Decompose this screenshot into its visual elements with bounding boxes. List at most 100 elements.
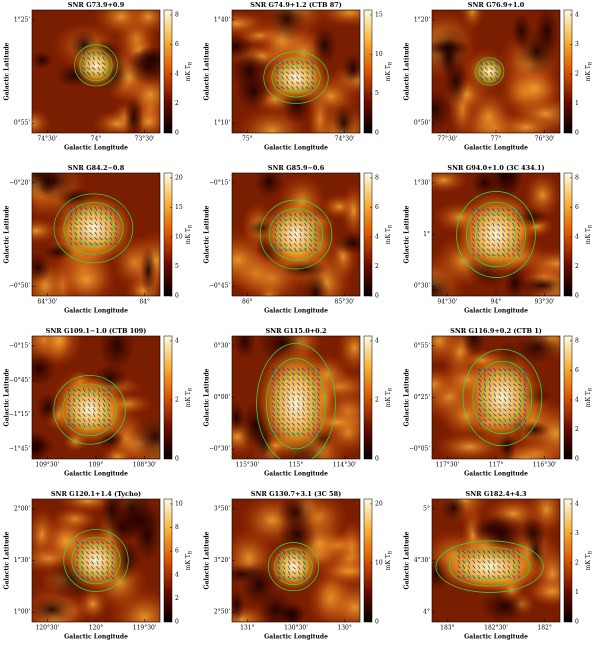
source bbox=[54, 193, 133, 263]
panel-title: SNR G74.9+1.2 (CTB 87) bbox=[250, 1, 342, 9]
polarization-vector bbox=[517, 569, 521, 574]
polarization-vector bbox=[492, 559, 496, 564]
polarization-vector bbox=[477, 223, 480, 227]
polarization-vector bbox=[109, 221, 113, 226]
unit-text: mK T bbox=[385, 554, 392, 570]
polarization-vector bbox=[94, 216, 98, 221]
polarization-vector bbox=[274, 237, 277, 242]
polarization-vector bbox=[478, 423, 482, 427]
unit-text: mK T bbox=[585, 65, 592, 81]
polarization-vector bbox=[311, 70, 314, 75]
colorbar-label: mK TB bbox=[185, 61, 194, 81]
polarization-vector bbox=[83, 423, 86, 428]
x-tick-label: 116°30' bbox=[533, 462, 557, 469]
polarization-vector bbox=[502, 207, 505, 212]
polarization-vector bbox=[467, 560, 471, 564]
polarization-vector bbox=[102, 423, 106, 427]
colorbar bbox=[363, 498, 373, 623]
colorbar-tick-label: 1 bbox=[575, 589, 579, 596]
polarization-vector bbox=[512, 559, 515, 564]
x-tick-label: 108°30' bbox=[133, 462, 157, 469]
polarization-vector bbox=[483, 418, 487, 422]
polarization-vector bbox=[291, 412, 296, 416]
polarization-vector bbox=[503, 373, 507, 377]
polarization-vector bbox=[493, 398, 497, 402]
x-tick-label: 120°30' bbox=[35, 625, 59, 632]
polarization-vector bbox=[276, 432, 281, 436]
map-frame bbox=[31, 172, 161, 297]
polarization-vector bbox=[513, 378, 517, 382]
polarization-vector bbox=[316, 387, 321, 391]
polarization-vector bbox=[297, 570, 301, 575]
contour bbox=[268, 208, 324, 261]
contour bbox=[274, 548, 313, 586]
polarization-vector bbox=[288, 233, 293, 237]
panel: SNR G85.9−0.6 86° 85°30' −0°15' −0°45' Galact… bbox=[204, 164, 394, 315]
source bbox=[53, 375, 126, 445]
map-patch bbox=[523, 173, 560, 219]
polarization-vector bbox=[489, 76, 493, 81]
polarization-vector bbox=[502, 549, 506, 554]
polarization-vector bbox=[306, 382, 311, 386]
polarization-vector bbox=[477, 570, 481, 574]
polarization-vector bbox=[288, 213, 293, 217]
polarization-vector bbox=[292, 561, 296, 565]
x-tick-label: 77°30' bbox=[437, 136, 457, 143]
polarization-vector bbox=[481, 248, 485, 252]
x-tick-label: 74° bbox=[91, 136, 102, 143]
polarization-vector bbox=[487, 574, 491, 579]
map-patch bbox=[439, 499, 468, 523]
polarization-vector bbox=[82, 51, 85, 56]
unit-subscript: B bbox=[187, 550, 193, 554]
colorbar-tick-label: 8 bbox=[575, 174, 579, 181]
polarization-vector bbox=[95, 571, 100, 575]
polarization-vector bbox=[286, 80, 289, 85]
polarization-vector bbox=[316, 382, 320, 387]
polarization-vector bbox=[272, 422, 275, 427]
polarization-vector bbox=[491, 213, 496, 217]
polarization-vector bbox=[314, 243, 317, 247]
polarization-vector bbox=[292, 407, 295, 412]
polarization-vector bbox=[279, 212, 282, 217]
x-tick-label: 93°30' bbox=[535, 299, 555, 306]
polarization-vector bbox=[276, 382, 280, 386]
polarization-vector bbox=[307, 372, 310, 377]
colorbar-tick-label: 2 bbox=[575, 426, 579, 433]
polarization-vector bbox=[69, 241, 73, 246]
polarization-vector bbox=[493, 403, 497, 407]
polarization-vector bbox=[94, 242, 98, 246]
polarization-vector bbox=[291, 367, 295, 372]
polarization-vector bbox=[498, 398, 502, 402]
polarization-vector bbox=[99, 216, 103, 221]
polarization-vector bbox=[512, 223, 515, 227]
polarization-vector bbox=[283, 233, 288, 237]
polarization-vector bbox=[296, 377, 301, 381]
polarization-vector bbox=[87, 388, 91, 393]
polarization-vector bbox=[508, 418, 512, 422]
polarization-vector bbox=[523, 393, 527, 397]
y-tick-label: −0°20' bbox=[9, 179, 30, 186]
polarization-vector bbox=[69, 221, 73, 226]
polarization-vector bbox=[298, 223, 303, 227]
polarization-vector bbox=[92, 61, 96, 66]
polarization-vector bbox=[507, 549, 511, 554]
polarization-vector bbox=[502, 253, 505, 257]
polarization-vector bbox=[77, 393, 81, 397]
polarization-vector bbox=[107, 418, 111, 422]
colorbar-tick-label: 10 bbox=[375, 559, 383, 566]
colorbar-label: mK TB bbox=[185, 224, 194, 244]
polarization-vector bbox=[286, 427, 290, 431]
polarization-vector bbox=[69, 207, 73, 211]
polarization-vector bbox=[101, 560, 104, 565]
polarization-vector bbox=[271, 372, 275, 376]
colorbar-tick-label: 0 bbox=[375, 619, 379, 626]
polarization-vector bbox=[295, 61, 300, 65]
polarization-vector bbox=[477, 242, 480, 247]
polarization-vector bbox=[506, 208, 511, 212]
polarization-vector bbox=[516, 218, 521, 222]
unit-subscript: B bbox=[587, 387, 593, 391]
polarization-vector bbox=[99, 242, 103, 246]
polarization-vector bbox=[89, 206, 93, 211]
polarization-vector bbox=[488, 393, 492, 397]
polarization-vector bbox=[281, 417, 286, 421]
